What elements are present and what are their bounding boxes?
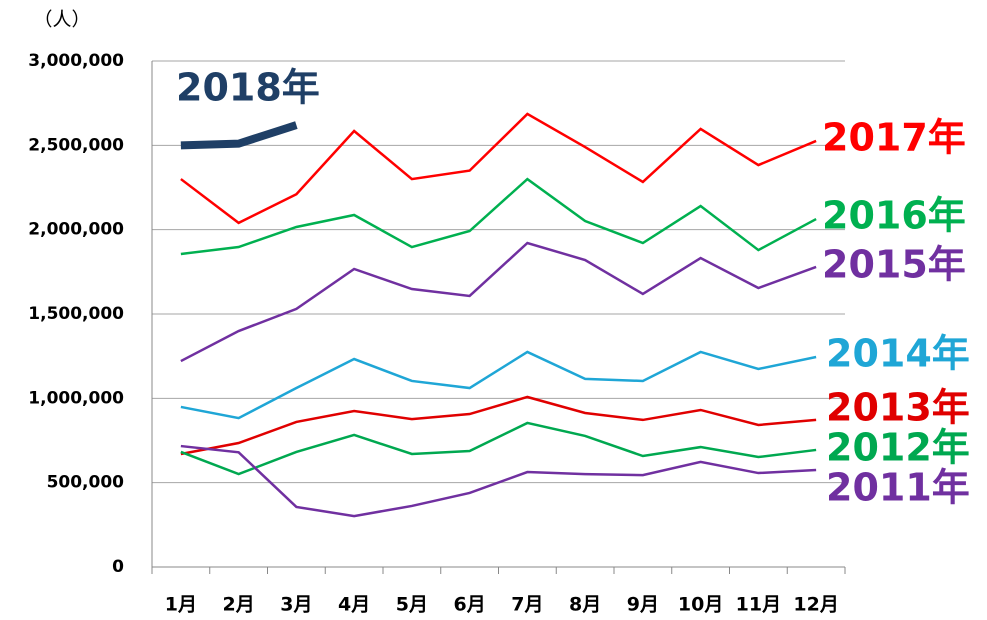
x-tick-label: 3月: [280, 594, 312, 616]
series-line: [180, 177, 817, 256]
series-label: 2016年: [822, 194, 966, 238]
x-tick-label: 7月: [511, 594, 543, 616]
y-tick-label: 3,000,000: [28, 51, 124, 71]
x-tick-label: 6月: [454, 594, 486, 616]
y-tick-label: 2,000,000: [28, 220, 124, 240]
y-tick-label: 1,500,000: [28, 304, 124, 324]
series-line: [180, 112, 817, 225]
x-tick-label: 5月: [396, 594, 428, 616]
series-label: 2017年: [822, 116, 966, 160]
series-label: 2014年: [826, 332, 970, 376]
series-label: 2011年: [826, 466, 970, 510]
y-tick-label: 1,000,000: [28, 388, 124, 408]
series-label: 2012年: [826, 426, 970, 470]
y-tick-label: 0: [112, 557, 124, 577]
y-tick-label: 2,500,000: [28, 135, 124, 155]
series-label: 2013年: [826, 386, 970, 430]
x-tick-label: 12月: [793, 594, 838, 616]
x-tick-label: 10月: [678, 594, 723, 616]
series-line: [180, 444, 817, 518]
x-tick-label: 9月: [627, 594, 659, 616]
series-line: [180, 421, 817, 476]
series-line: [180, 121, 298, 150]
x-tick-label: 1月: [165, 594, 197, 616]
y-unit: （人）: [33, 9, 90, 31]
x-tick-label: 8月: [569, 594, 601, 616]
x-tick-label: 2月: [223, 594, 255, 616]
x-tick-label: 4月: [338, 594, 370, 616]
series-label: 2018年: [176, 66, 320, 110]
series-label: 2015年: [822, 243, 966, 287]
series-line: [180, 241, 817, 363]
y-tick-label: 500,000: [47, 473, 125, 493]
series-line: [180, 395, 817, 456]
series-line: [180, 350, 817, 420]
x-tick-label: 11月: [736, 594, 781, 616]
